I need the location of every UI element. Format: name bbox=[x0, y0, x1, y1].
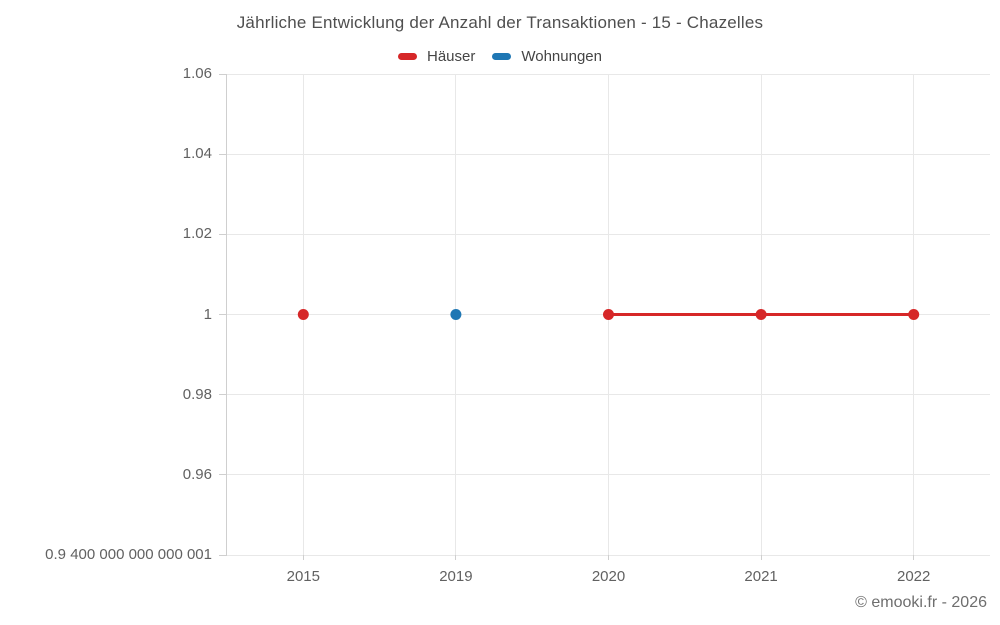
y-axis-label: 0.9 400 000 000 000 001 bbox=[45, 546, 212, 563]
x-axis-label: 2022 bbox=[897, 568, 931, 585]
x-tick-mark bbox=[608, 555, 609, 560]
y-axis-label: 1 bbox=[203, 305, 212, 323]
data-point-series0-2015[interactable] bbox=[297, 309, 309, 320]
data-point-series0-2021[interactable] bbox=[755, 309, 767, 320]
x-tick-mark bbox=[913, 555, 915, 560]
x-axis-label: 2015 bbox=[286, 568, 320, 585]
y-axis-label: 0.98 bbox=[182, 385, 212, 403]
chart-title: Jährliche Entwicklung der Anzahl der Tra… bbox=[236, 13, 764, 32]
x-tick-mark bbox=[302, 555, 304, 560]
y-tick-mark bbox=[219, 314, 227, 315]
data-point-series1-2019[interactable] bbox=[450, 309, 462, 320]
y-tick-mark bbox=[219, 474, 227, 476]
attribution: © emooki.fr - 2026 bbox=[855, 594, 987, 611]
y-tick-mark bbox=[219, 554, 227, 556]
chart-legend: Häuser Wohnungen bbox=[0, 46, 1000, 66]
y-tick-mark bbox=[219, 394, 227, 396]
legend-label-haeuser: Häuser bbox=[427, 47, 476, 65]
x-axis-label: 2019 bbox=[439, 568, 473, 585]
y-axis-label: 1.06 bbox=[182, 65, 212, 82]
plot-area: 1.06 1.04 1.02 1 0.98 0.96 0.9 400 000 000 000… bbox=[45, 65, 990, 585]
series-plot bbox=[297, 309, 920, 320]
x-axis-label: 2020 bbox=[591, 568, 626, 585]
legend-label-wohnungen: Wohnungen bbox=[521, 47, 602, 65]
x-tick-mark bbox=[455, 555, 457, 560]
y-axis-label: 1.04 bbox=[182, 145, 212, 163]
y-axis-label: 1.02 bbox=[182, 225, 212, 243]
x-tick-mark bbox=[760, 555, 762, 560]
wohnungen-series-swatch-icon bbox=[492, 52, 512, 60]
legend-item-haeuser[interactable]: Häuser bbox=[398, 48, 475, 65]
legend-item-wohnungen[interactable]: Wohnungen bbox=[492, 48, 602, 65]
y-axis-label: 0.96 bbox=[182, 465, 212, 483]
y-tick-mark bbox=[219, 153, 227, 155]
y-tick-mark bbox=[219, 73, 227, 75]
x-axis-label: 2021 bbox=[744, 568, 778, 585]
haeuser-series-swatch-icon bbox=[398, 52, 417, 60]
data-point-series0-2020[interactable] bbox=[603, 309, 614, 320]
y-tick-mark bbox=[219, 233, 227, 235]
data-point-series0-2022[interactable] bbox=[908, 309, 920, 320]
